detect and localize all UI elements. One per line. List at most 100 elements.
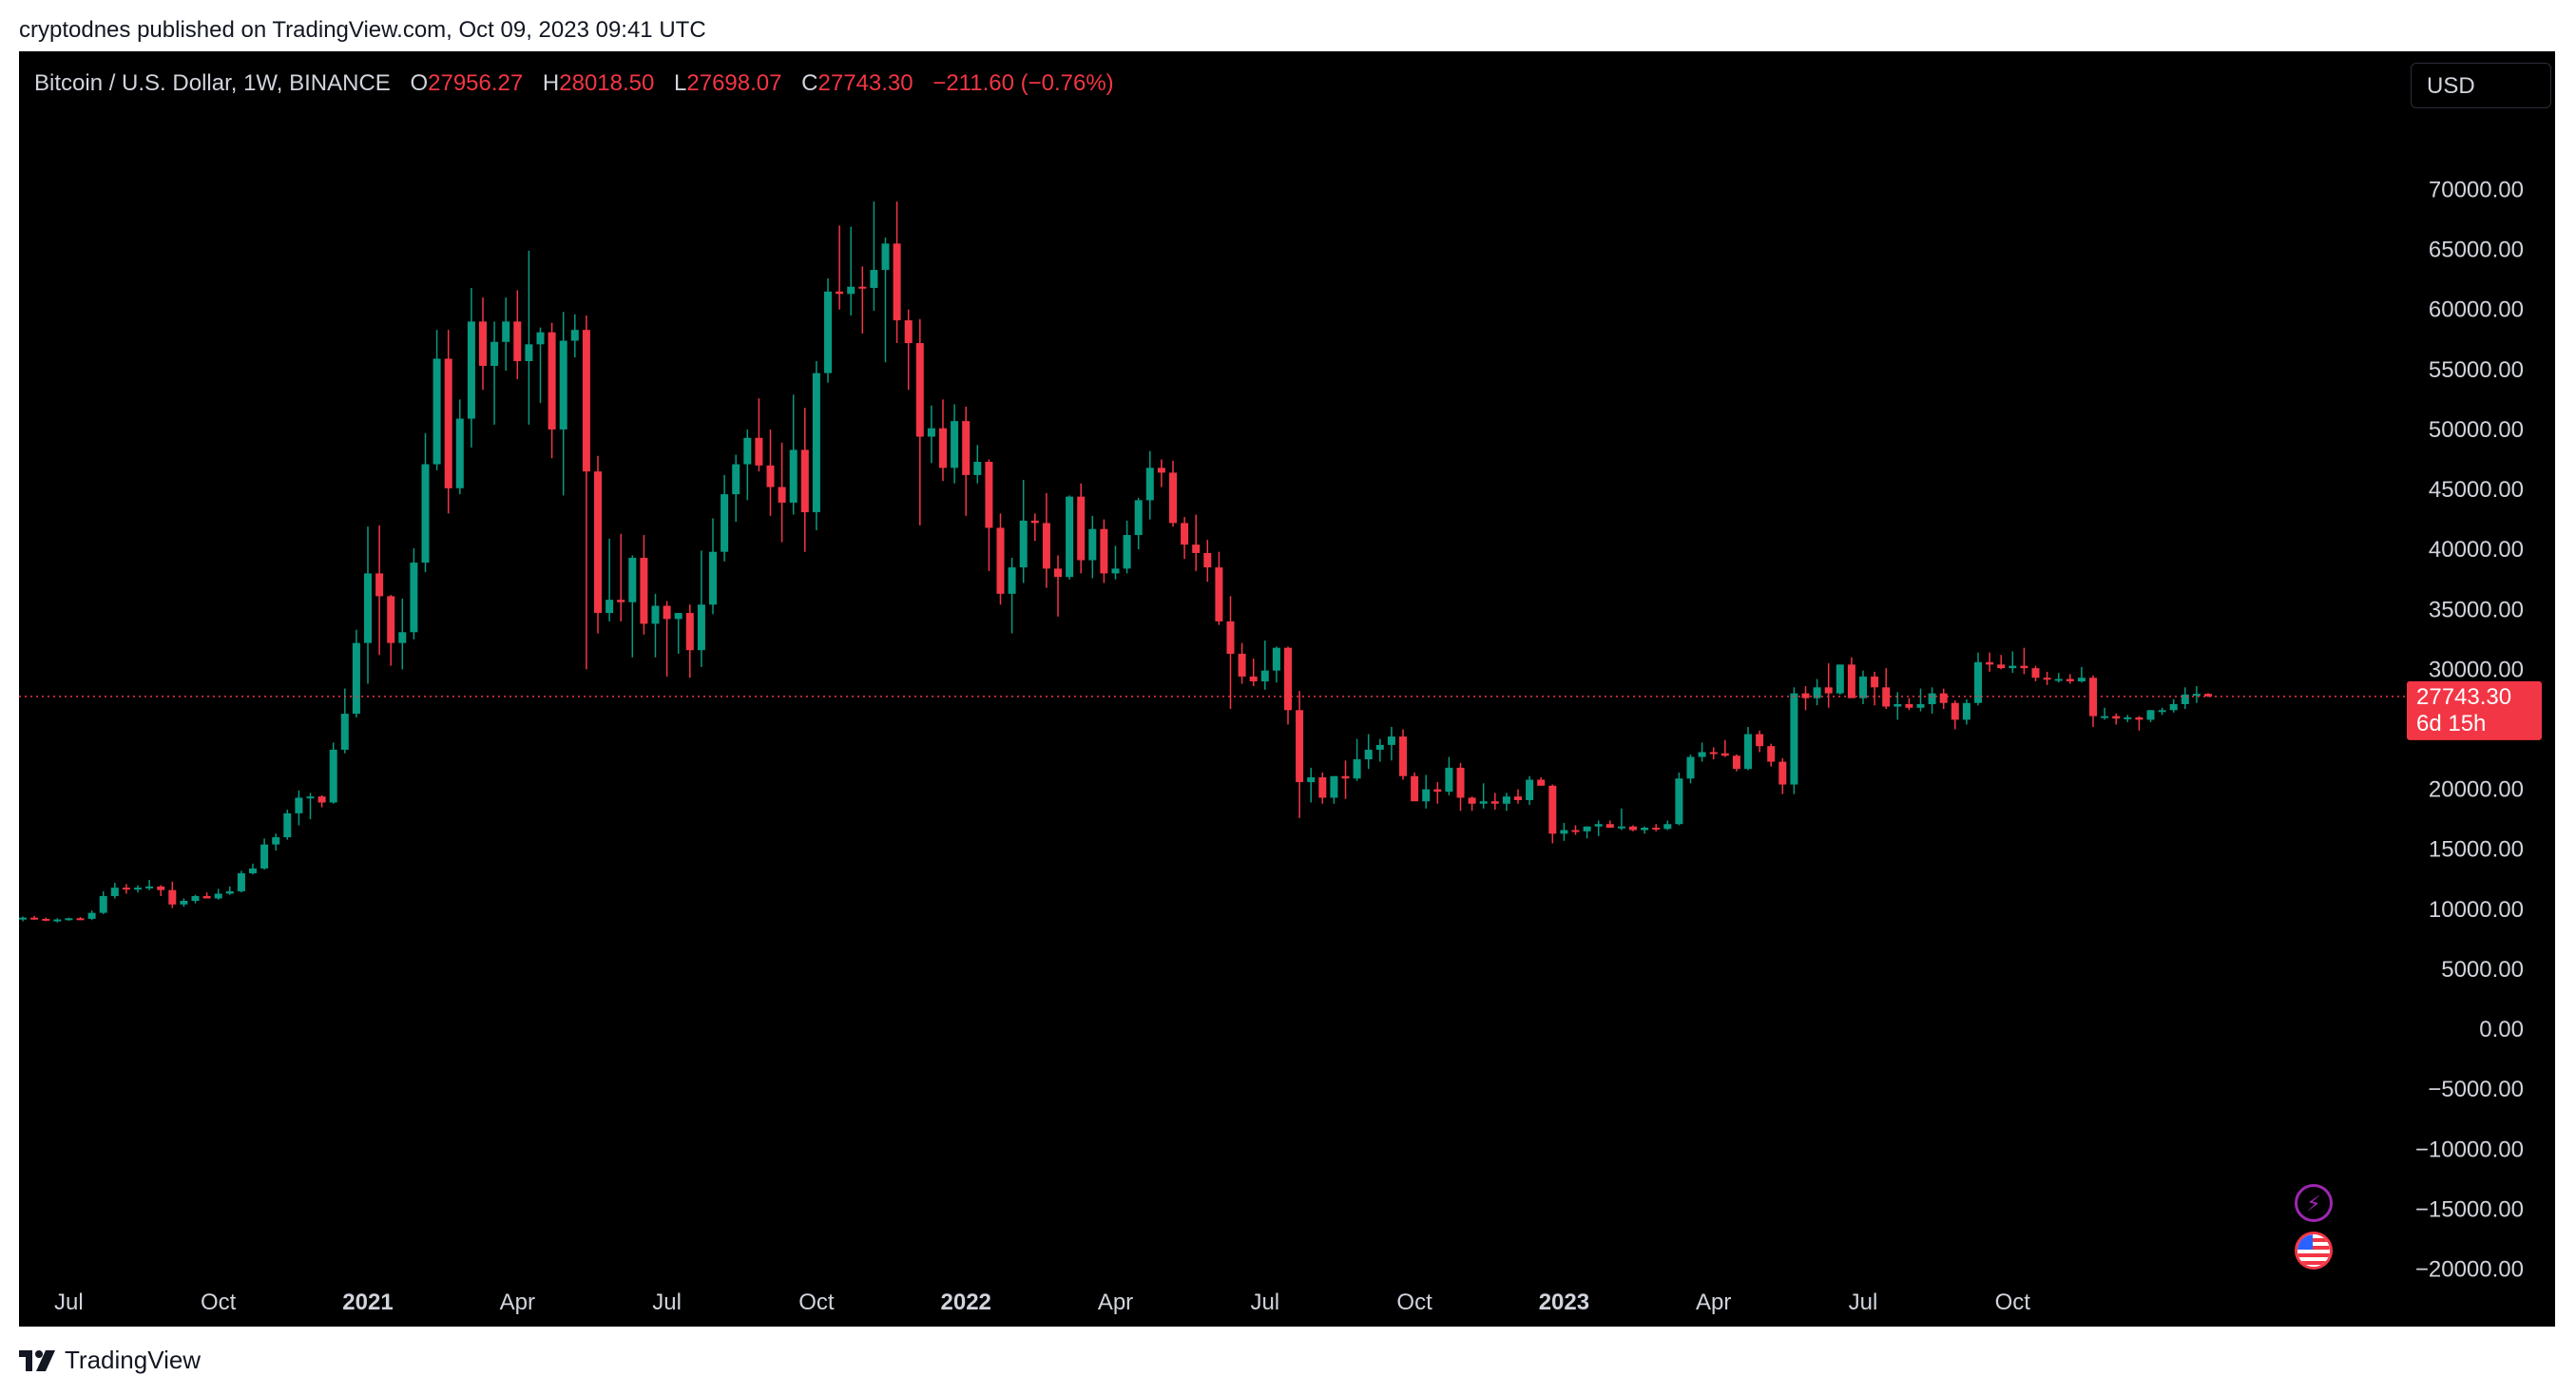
candle[interactable]: [352, 629, 360, 717]
candle[interactable]: [743, 429, 752, 501]
candle[interactable]: [1962, 698, 1970, 725]
candle[interactable]: [778, 442, 786, 543]
candle[interactable]: [398, 598, 407, 670]
candle[interactable]: [685, 604, 694, 678]
candle[interactable]: [191, 894, 200, 904]
candle[interactable]: [1560, 822, 1568, 841]
candle[interactable]: [1548, 784, 1557, 844]
candle[interactable]: [1375, 738, 1384, 762]
currency-button[interactable]: USD: [2411, 63, 2551, 108]
candle[interactable]: [1456, 762, 1465, 812]
candle[interactable]: [410, 547, 418, 640]
candle[interactable]: [663, 601, 671, 677]
candle[interactable]: [502, 297, 510, 372]
candle[interactable]: [1675, 772, 1683, 826]
candle[interactable]: [1594, 820, 1603, 836]
candle[interactable]: [202, 892, 211, 899]
candle[interactable]: [490, 321, 499, 425]
candle[interactable]: [1790, 687, 1798, 794]
candle[interactable]: [606, 538, 614, 621]
candle[interactable]: [962, 406, 971, 516]
candle[interactable]: [2101, 707, 2109, 720]
candle[interactable]: [1364, 734, 1373, 770]
candle[interactable]: [1490, 793, 1499, 811]
candle[interactable]: [1030, 513, 1039, 542]
candle[interactable]: [939, 399, 947, 482]
footer-logo-text[interactable]: TradingView: [65, 1346, 202, 1374]
candle[interactable]: [375, 525, 384, 656]
candle[interactable]: [1824, 663, 1833, 708]
candle[interactable]: [915, 318, 924, 526]
candle[interactable]: [1296, 691, 1304, 818]
candle[interactable]: [1134, 497, 1143, 550]
candle[interactable]: [1169, 460, 1177, 527]
candle[interactable]: [53, 918, 62, 923]
candle[interactable]: [1894, 692, 1902, 720]
candle[interactable]: [1123, 520, 1131, 574]
candle[interactable]: [260, 838, 269, 870]
candle[interactable]: [812, 360, 820, 530]
candle[interactable]: [1054, 555, 1062, 617]
candle[interactable]: [2089, 675, 2097, 727]
chart-frame[interactable]: 70000.00 65000.00 60000.00 55000.00 50000.00…: [19, 51, 2555, 1327]
candle[interactable]: [2135, 716, 2143, 731]
candle[interactable]: [2009, 651, 2017, 674]
candle[interactable]: [2112, 714, 2121, 725]
candle[interactable]: [1997, 655, 2006, 670]
candle[interactable]: [1652, 824, 1661, 831]
candle[interactable]: [789, 394, 798, 515]
candle[interactable]: [2020, 647, 2028, 675]
candle[interactable]: [433, 330, 441, 470]
candle[interactable]: [1077, 483, 1086, 574]
candle[interactable]: [1330, 775, 1338, 804]
candle[interactable]: [1008, 557, 1016, 634]
candle[interactable]: [1756, 730, 1764, 753]
candle[interactable]: [87, 910, 96, 921]
candle[interactable]: [1732, 755, 1740, 772]
candle[interactable]: [387, 595, 395, 666]
candle[interactable]: [674, 613, 682, 654]
candle[interactable]: [19, 916, 27, 922]
candle[interactable]: [1641, 826, 1649, 834]
candle[interactable]: [145, 879, 154, 890]
candle[interactable]: [1318, 772, 1327, 804]
candle[interactable]: [570, 314, 579, 358]
candle[interactable]: [1157, 459, 1165, 487]
candle[interactable]: [272, 833, 280, 850]
candle[interactable]: [1399, 729, 1407, 780]
candle[interactable]: [76, 917, 85, 921]
candle[interactable]: [1801, 686, 1810, 711]
candle[interactable]: [479, 297, 487, 391]
candle[interactable]: [617, 533, 625, 621]
candle[interactable]: [1479, 783, 1488, 809]
candle[interactable]: [1203, 540, 1212, 583]
candle[interactable]: [1019, 479, 1028, 583]
candle[interactable]: [1951, 700, 1959, 730]
candle[interactable]: [927, 405, 935, 464]
candle[interactable]: [973, 445, 982, 484]
candle[interactable]: [836, 225, 844, 310]
candle[interactable]: [340, 688, 349, 754]
candle[interactable]: [2192, 686, 2201, 703]
candle[interactable]: [847, 226, 855, 316]
candle[interactable]: [1468, 796, 1476, 812]
candlestick-chart[interactable]: 70000.00 65000.00 60000.00 55000.00 50000.00…: [19, 51, 2555, 1327]
candle[interactable]: [1778, 757, 1787, 794]
candle[interactable]: [1526, 775, 1534, 806]
candle[interactable]: [1928, 687, 1936, 715]
candle[interactable]: [214, 889, 222, 900]
candle[interactable]: [1514, 789, 1522, 804]
candle[interactable]: [134, 885, 142, 893]
candle[interactable]: [1411, 772, 1419, 802]
candle[interactable]: [628, 555, 637, 658]
candle[interactable]: [697, 550, 705, 667]
candle[interactable]: [1617, 808, 1625, 831]
candle[interactable]: [1088, 515, 1097, 579]
candle[interactable]: [1583, 826, 1591, 839]
candle[interactable]: [559, 312, 567, 496]
candle[interactable]: [455, 399, 464, 495]
candle[interactable]: [1502, 793, 1510, 812]
candle[interactable]: [2124, 715, 2132, 722]
candle[interactable]: [893, 201, 901, 344]
candle[interactable]: [2181, 687, 2189, 710]
